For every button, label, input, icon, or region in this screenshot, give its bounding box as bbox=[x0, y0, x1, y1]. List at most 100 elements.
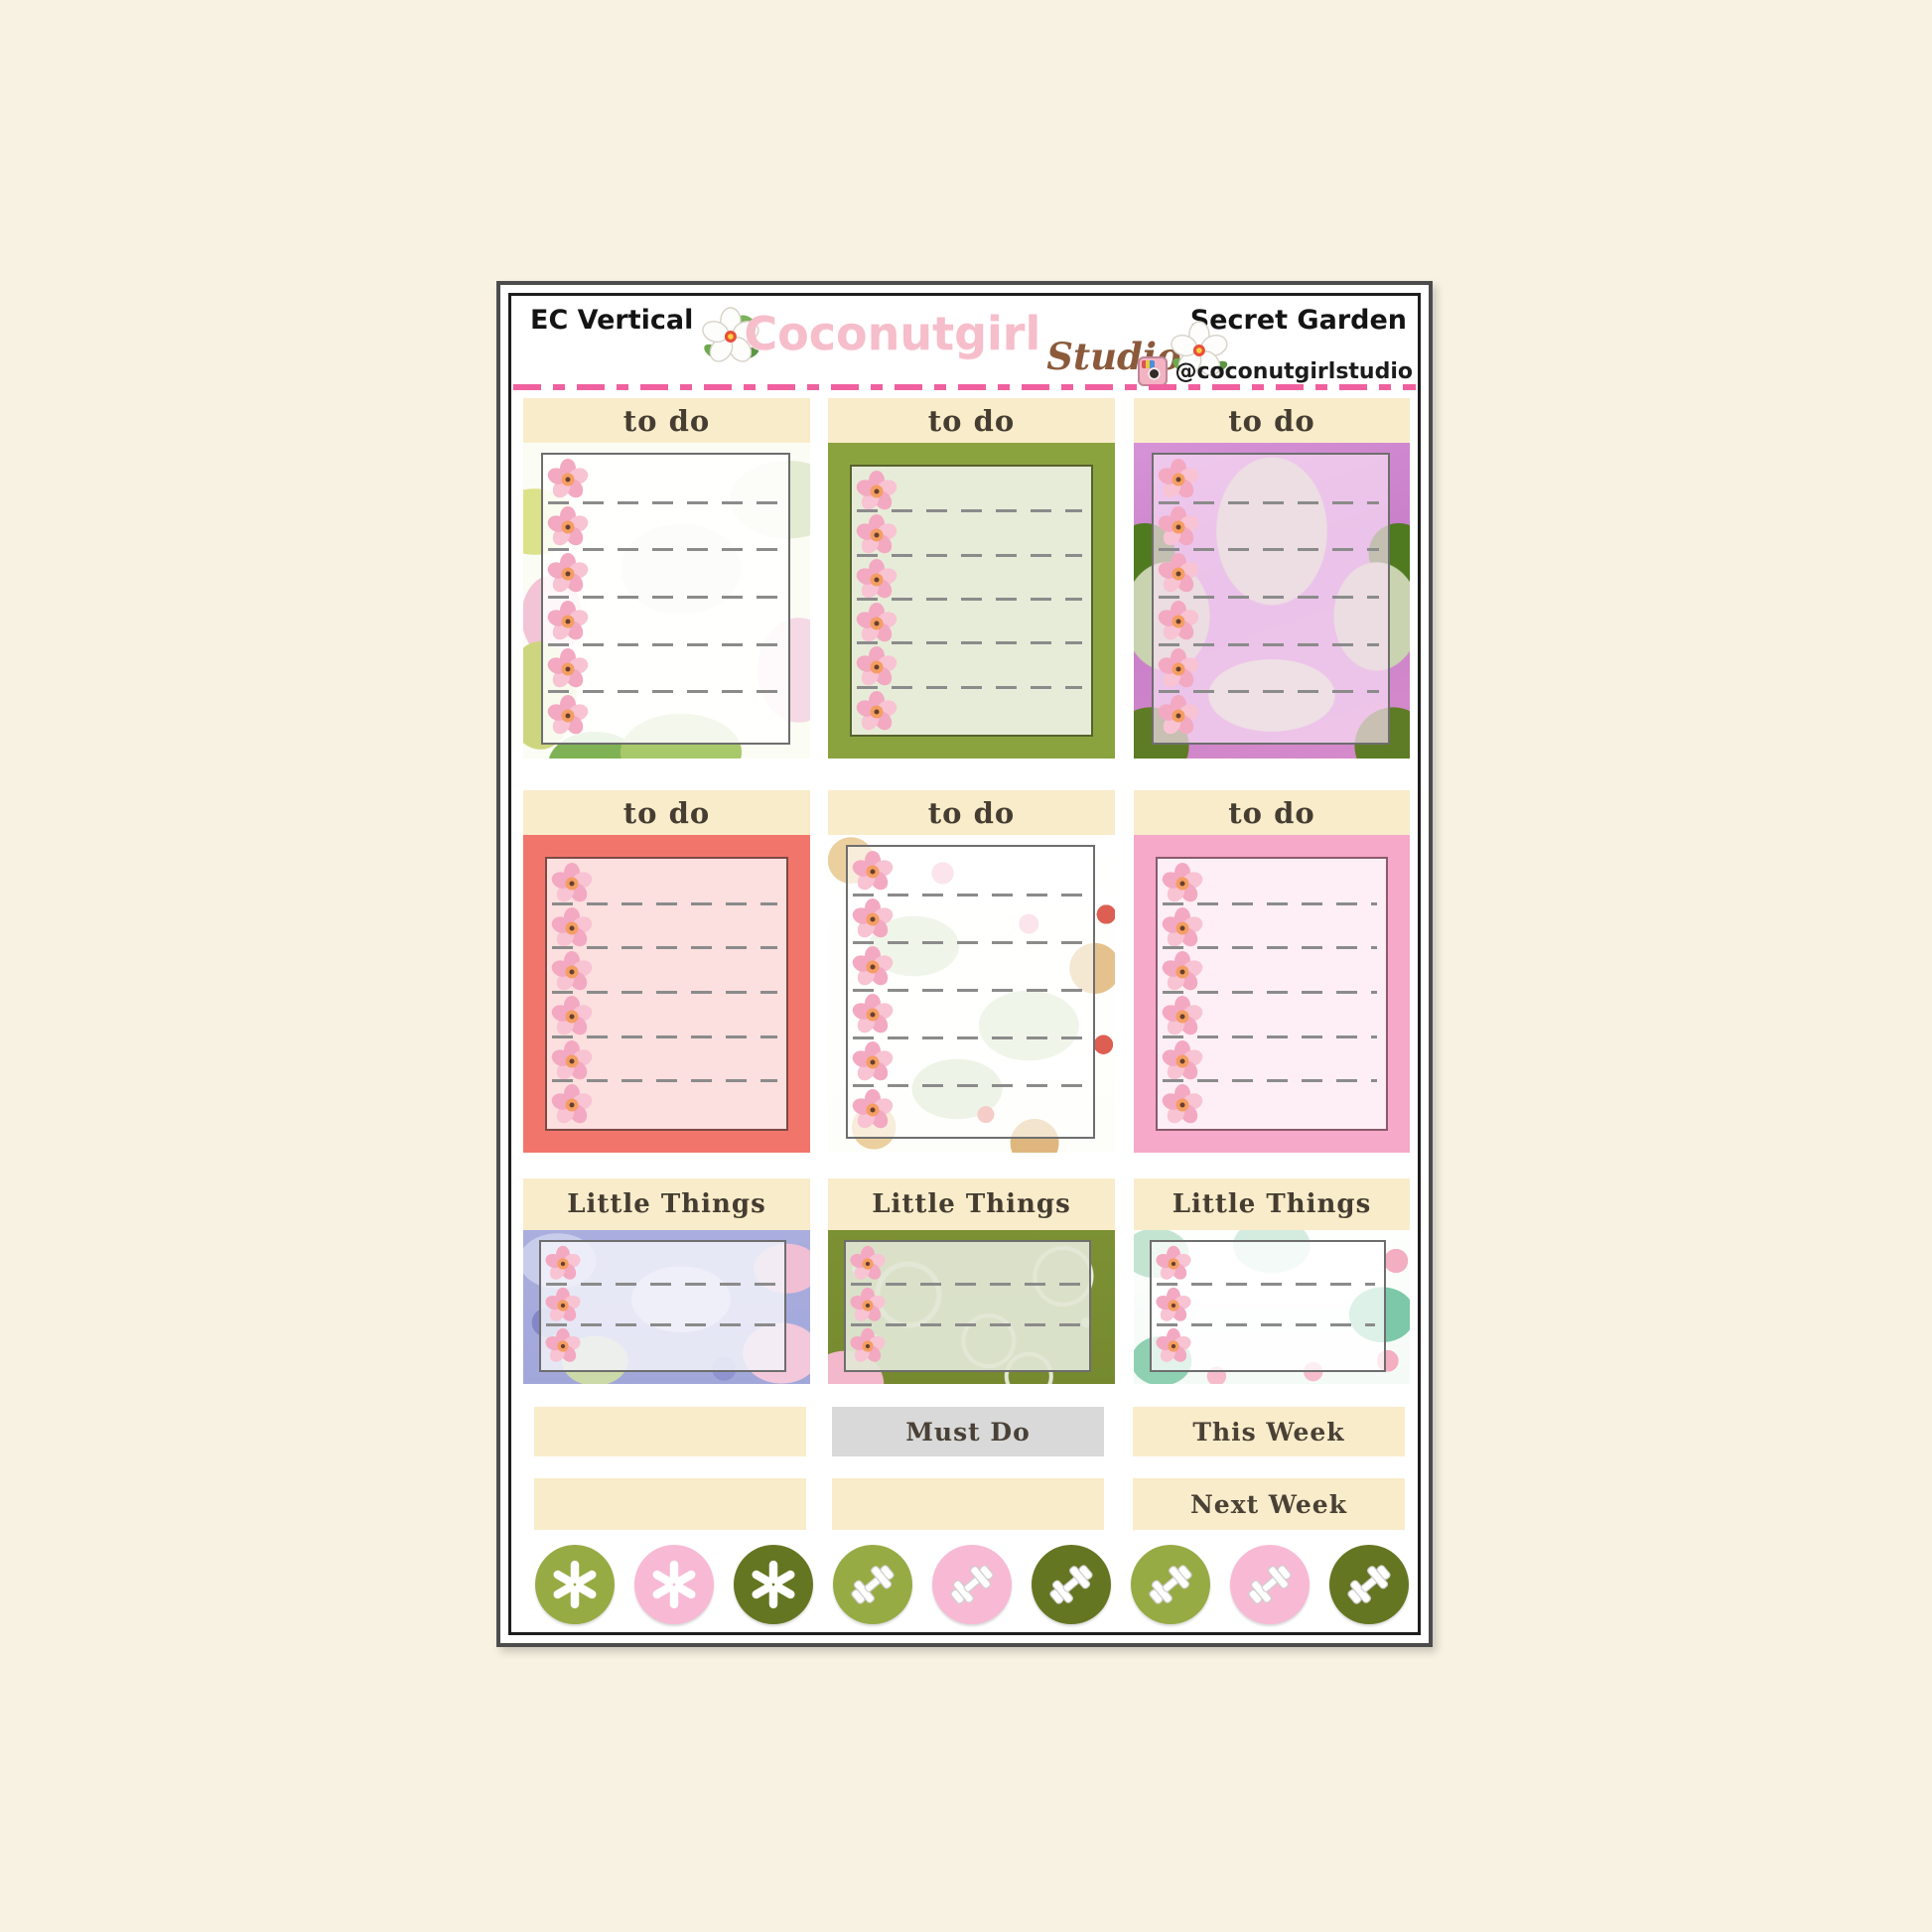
dashed-writing-line bbox=[1163, 1079, 1377, 1083]
checklist-row bbox=[848, 1087, 1093, 1135]
box-title-strip: to do bbox=[1134, 790, 1410, 835]
pink-flower-icon bbox=[851, 993, 895, 1036]
pink-flower-icon bbox=[851, 897, 895, 941]
checklist-row bbox=[1154, 646, 1388, 694]
box-title-strip: Little Things bbox=[1134, 1178, 1410, 1230]
box-art bbox=[1134, 1230, 1410, 1384]
pink-flower-icon bbox=[1157, 505, 1200, 549]
bar-label: Next Week bbox=[1189, 1489, 1348, 1519]
todo-sticker-box: to do bbox=[523, 398, 810, 759]
checklist-row bbox=[1158, 1082, 1386, 1127]
checklist-row bbox=[852, 689, 1091, 733]
box-title: to do bbox=[1228, 403, 1315, 438]
pink-flower-icon bbox=[1155, 1327, 1192, 1365]
pink-flower-icon bbox=[550, 995, 594, 1038]
dashed-writing-line bbox=[552, 991, 777, 995]
pink-flower-icon bbox=[851, 1040, 895, 1084]
pink-flower-icon bbox=[849, 1287, 887, 1324]
writing-panel bbox=[541, 453, 790, 745]
box-title: Little Things bbox=[1172, 1189, 1372, 1219]
pink-flower-icon bbox=[544, 1327, 582, 1365]
box-title-strip: to do bbox=[828, 398, 1115, 443]
checklist-row bbox=[852, 644, 1091, 689]
checklist-row bbox=[1154, 551, 1388, 600]
checklist-row bbox=[848, 897, 1093, 944]
checklist-row bbox=[852, 601, 1091, 645]
bar-label: Must Do bbox=[905, 1417, 1031, 1447]
dashed-writing-line bbox=[1159, 596, 1379, 600]
dumbbell-dot-sticker bbox=[1032, 1545, 1111, 1624]
dashed-writing-line bbox=[1163, 1035, 1377, 1038]
dashed-writing-line bbox=[1163, 901, 1377, 905]
dashed-writing-line bbox=[1159, 500, 1379, 504]
hibiscus-flower-icon bbox=[700, 307, 759, 370]
checklist-row bbox=[547, 905, 786, 950]
checklist-row bbox=[1154, 693, 1388, 741]
dashed-writing-line bbox=[1159, 642, 1379, 646]
box-title: Little Things bbox=[567, 1189, 766, 1219]
dashed-writing-line bbox=[1157, 1323, 1375, 1327]
box-title: to do bbox=[1228, 795, 1315, 830]
pink-flower-icon bbox=[1157, 694, 1200, 738]
checklist-row bbox=[541, 1326, 784, 1368]
dashed-writing-line bbox=[857, 641, 1082, 645]
dashed-writing-line bbox=[548, 548, 779, 552]
box-art bbox=[828, 835, 1115, 1153]
dashed-writing-line bbox=[853, 894, 1084, 897]
pink-flower-icon bbox=[855, 470, 898, 513]
box-art bbox=[1134, 443, 1410, 759]
dashed-writing-line bbox=[1159, 690, 1379, 694]
checklist-row bbox=[543, 504, 788, 552]
collection-label: Secret Garden bbox=[1189, 305, 1407, 336]
checklist-row bbox=[848, 944, 1093, 992]
checklist-row bbox=[543, 551, 788, 600]
pink-flower-icon bbox=[851, 1088, 895, 1132]
dashed-writing-line bbox=[1159, 548, 1379, 552]
next-week-bar: Next Week bbox=[1133, 1478, 1405, 1530]
pink-dashed-divider bbox=[513, 384, 1416, 390]
pink-flower-icon bbox=[546, 694, 590, 738]
brand-logo: Coconutgirl Studio bbox=[700, 307, 1228, 384]
dashed-writing-line bbox=[548, 690, 779, 694]
checklist-row bbox=[547, 994, 786, 1038]
box-title-strip: Little Things bbox=[828, 1178, 1115, 1230]
pink-flower-icon bbox=[550, 906, 594, 950]
checklist-row bbox=[543, 599, 788, 646]
pink-flower-icon bbox=[849, 1245, 887, 1283]
box-title-strip: to do bbox=[1134, 398, 1410, 443]
pink-flower-icon bbox=[1157, 647, 1200, 691]
writing-panel bbox=[1152, 453, 1390, 745]
writing-panel bbox=[539, 1240, 786, 1372]
box-title-strip: to do bbox=[523, 790, 810, 835]
checklist-row bbox=[846, 1286, 1089, 1327]
dashed-writing-line bbox=[548, 500, 779, 504]
checklist-row bbox=[541, 1244, 784, 1286]
dashed-writing-line bbox=[857, 509, 1082, 513]
checklist-row bbox=[543, 693, 788, 741]
todo-sticker-box: to do bbox=[828, 398, 1115, 759]
pink-flower-icon bbox=[550, 950, 594, 994]
dashed-writing-line bbox=[851, 1282, 1080, 1286]
todo-sticker-box: to do bbox=[523, 790, 810, 1153]
checklist-row bbox=[852, 469, 1091, 513]
dumbbell-dot-sticker bbox=[833, 1545, 912, 1624]
pink-flower-icon bbox=[855, 645, 898, 689]
checklist-row bbox=[547, 1038, 786, 1083]
writing-panel bbox=[844, 1240, 1091, 1372]
dashed-writing-line bbox=[1157, 1282, 1375, 1286]
box-art bbox=[523, 835, 810, 1153]
pink-flower-icon bbox=[1161, 995, 1204, 1038]
pink-flower-icon bbox=[1161, 950, 1204, 994]
little-things-sticker-box: Little Things bbox=[523, 1178, 810, 1384]
little-things-sticker-box: Little Things bbox=[828, 1178, 1115, 1384]
checklist-row bbox=[1158, 1038, 1386, 1083]
dumbbell-dot-sticker bbox=[932, 1545, 1012, 1624]
pink-flower-icon bbox=[544, 1287, 582, 1324]
writing-panel bbox=[1156, 857, 1388, 1131]
pink-flower-icon bbox=[1157, 600, 1200, 643]
box-title: Little Things bbox=[872, 1189, 1071, 1219]
checklist-row bbox=[1158, 994, 1386, 1038]
pink-flower-icon bbox=[550, 1083, 594, 1127]
pink-flower-icon bbox=[855, 602, 898, 645]
dashed-writing-line bbox=[853, 1036, 1084, 1039]
